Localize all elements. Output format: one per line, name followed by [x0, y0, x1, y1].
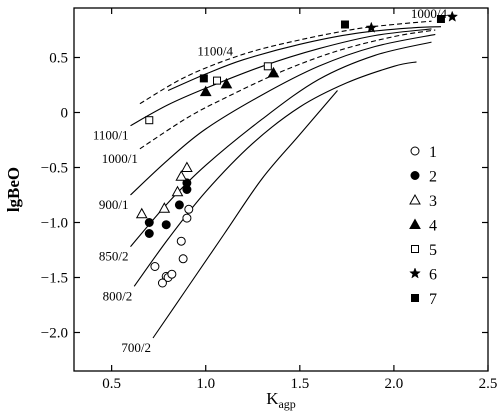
data-point-series-3 [181, 161, 193, 172]
data-point-series-1 [184, 204, 194, 214]
y-tick-label: −1.5 [41, 271, 68, 287]
y-axis-title: lgBeO [4, 167, 23, 212]
curve-1100-4 [167, 26, 442, 92]
data-point-series-5 [263, 62, 272, 71]
data-point-series-2 [161, 220, 171, 230]
x-tick-label: 1.0 [196, 376, 215, 392]
curve-700-2 [152, 90, 338, 339]
plot-border [73, 7, 489, 372]
legend-marker-4 [409, 218, 421, 229]
y-tick-label: −1.0 [41, 216, 68, 232]
curve-800-2 [133, 61, 417, 287]
curve-1000-1 [139, 29, 436, 150]
legend-label: 1 [429, 144, 437, 161]
data-point-series-7 [436, 15, 445, 23]
curve-1000-4 [139, 20, 432, 105]
x-tick-label: 1.5 [290, 376, 309, 392]
legend-label: 4 [429, 218, 437, 235]
legend-label: 6 [429, 267, 437, 284]
y-tick-label: 0.5 [49, 51, 68, 67]
data-point-series-2 [144, 218, 154, 227]
markers-group [135, 10, 459, 288]
legend-label: 2 [429, 169, 437, 186]
data-point-series-2 [144, 229, 154, 238]
data-point-series-5 [145, 116, 154, 125]
curves-group: 1000/41100/41100/11000/1900/1850/2800/27… [93, 6, 448, 355]
data-point-series-4 [267, 66, 280, 78]
curve-label: 1000/1 [102, 151, 138, 166]
data-point-series-1 [182, 213, 192, 223]
curve-label: 1100/1 [93, 128, 129, 143]
data-point-series-1 [178, 254, 188, 264]
y-tick-label: 0 [61, 106, 69, 122]
ticks-group: 0.5 1.0 1.5 2.0 2.5 0.5 0 −0.5 −1.0 −1.5 −2.0 [41, 8, 498, 392]
curve-label: 850/2 [99, 249, 129, 264]
data-point-series-3 [158, 202, 171, 213]
data-point-series-1 [176, 236, 186, 246]
data-point-series-2 [174, 200, 184, 210]
curve-1100-1 [130, 28, 432, 127]
legend-label: 7 [429, 291, 437, 308]
x-axis-title-sub: agp [278, 397, 295, 411]
plot-frame [73, 7, 489, 372]
data-point-series-6 [446, 10, 459, 22]
x-tick-label: 2.5 [479, 376, 498, 392]
data-point-series-1 [157, 278, 167, 288]
legend-marker-7 [411, 294, 419, 302]
x-axis-title-main: K [266, 389, 279, 408]
data-point-series-7 [340, 20, 349, 29]
legend-marker-1 [410, 146, 420, 156]
y-tick-label: −2.0 [41, 326, 68, 342]
legend-marker-5 [411, 245, 419, 253]
data-point-series-3 [135, 207, 148, 219]
data-point-series-1 [167, 269, 177, 279]
x-tick-label: 2.0 [385, 376, 404, 392]
data-point-series-5 [213, 76, 222, 85]
data-point-series-2 [182, 178, 192, 188]
data-point-series-4 [199, 85, 212, 97]
data-point-series-7 [199, 74, 208, 83]
legend-label: 5 [429, 242, 437, 259]
curve-900-1 [130, 33, 436, 196]
data-point-series-1 [150, 262, 160, 271]
legend: 1 2 3 4 5 6 7 [409, 144, 437, 308]
data-point-series-4 [220, 77, 233, 89]
data-point-series-3 [175, 170, 188, 181]
data-point-series-6 [365, 21, 378, 33]
x-tick-label: 0.5 [102, 376, 121, 392]
legend-marker-2 [410, 171, 420, 180]
curve-label: 700/2 [121, 340, 151, 355]
curve-label: 1100/4 [197, 43, 233, 58]
legend-label: 3 [429, 193, 437, 210]
legend-marker-6 [409, 267, 421, 279]
data-point-series-3 [171, 185, 184, 197]
legend-marker-3 [409, 193, 421, 205]
curve-label: 800/2 [103, 288, 133, 303]
curve-label: 900/1 [99, 197, 129, 212]
x-axis-title: Kagp [266, 389, 296, 411]
curve-850-2 [130, 41, 432, 248]
y-tick-label: −0.5 [41, 161, 68, 177]
